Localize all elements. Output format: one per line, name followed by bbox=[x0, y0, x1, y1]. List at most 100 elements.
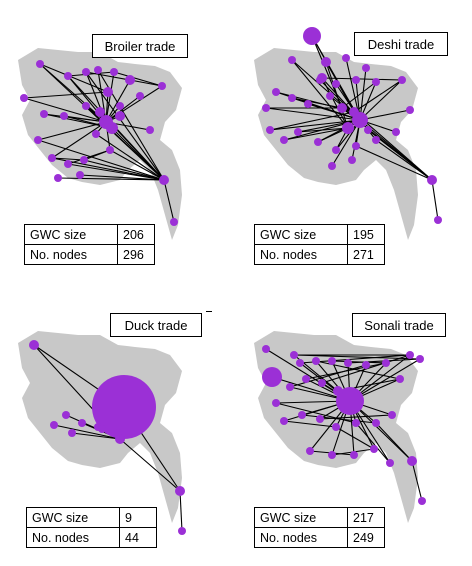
trade-edge bbox=[331, 119, 361, 167]
panel-title: Broiler trade bbox=[92, 34, 188, 58]
market-node bbox=[48, 154, 56, 162]
market-node bbox=[288, 94, 296, 102]
trade-edge bbox=[105, 79, 131, 123]
trade-edge bbox=[39, 63, 109, 93]
market-node bbox=[302, 375, 310, 383]
market-node bbox=[116, 102, 124, 110]
market-node bbox=[262, 104, 270, 112]
market-node bbox=[175, 486, 185, 496]
trade-edge bbox=[325, 61, 349, 129]
trade-edge bbox=[129, 79, 163, 87]
market-node bbox=[262, 367, 282, 387]
trade-edge bbox=[269, 111, 355, 131]
trade-edge bbox=[53, 424, 121, 440]
stat-value: 195 bbox=[347, 224, 385, 245]
market-node bbox=[337, 103, 347, 113]
trade-edge bbox=[119, 438, 181, 492]
stats-table: GWC size 9 No. nodes 44 bbox=[26, 507, 157, 548]
stat-label: No. nodes bbox=[26, 527, 120, 548]
trade-edge bbox=[23, 91, 109, 99]
table-row: GWC size 195 bbox=[254, 224, 385, 245]
stat-value: 217 bbox=[347, 507, 385, 528]
trade-edge bbox=[105, 71, 115, 123]
market-node bbox=[64, 160, 72, 168]
market-node bbox=[372, 78, 380, 86]
market-node bbox=[306, 447, 314, 455]
market-node bbox=[40, 110, 48, 118]
trade-edge bbox=[95, 133, 165, 181]
market-node bbox=[290, 351, 298, 359]
trade-edge bbox=[411, 460, 423, 502]
market-node bbox=[316, 76, 324, 84]
market-node bbox=[312, 357, 320, 365]
table-row: No. nodes 249 bbox=[254, 527, 385, 548]
trade-edge bbox=[291, 97, 343, 109]
stat-value: 206 bbox=[117, 224, 155, 245]
nodes-deshi bbox=[262, 27, 442, 224]
market-node bbox=[68, 429, 76, 437]
market-node bbox=[82, 68, 90, 76]
market-node bbox=[362, 64, 370, 72]
market-node bbox=[92, 130, 100, 138]
trade-edge bbox=[71, 432, 121, 440]
bangladesh-map-deshi bbox=[254, 48, 418, 240]
trade-edge bbox=[51, 121, 107, 159]
nodes-broiler bbox=[20, 60, 178, 226]
panel-title: Duck trade bbox=[110, 313, 202, 337]
market-node bbox=[125, 75, 135, 85]
market-node bbox=[115, 111, 125, 121]
market-node bbox=[326, 92, 334, 100]
market-node bbox=[288, 56, 296, 64]
market-node bbox=[29, 340, 39, 350]
table-row: GWC size 206 bbox=[24, 224, 155, 245]
map-duck bbox=[18, 331, 186, 535]
market-node bbox=[106, 146, 114, 154]
market-node bbox=[80, 156, 88, 164]
market-node bbox=[136, 92, 144, 100]
market-node bbox=[370, 445, 378, 453]
trade-edge bbox=[163, 179, 175, 223]
trade-edge bbox=[79, 174, 165, 181]
market-node bbox=[60, 112, 68, 120]
trade-edge bbox=[291, 59, 361, 121]
table-row: GWC size 9 bbox=[26, 507, 157, 528]
market-node bbox=[418, 497, 426, 505]
market-node bbox=[158, 82, 166, 90]
market-node bbox=[328, 162, 336, 170]
market-node bbox=[78, 419, 86, 427]
market-node bbox=[328, 451, 336, 459]
trade-edge bbox=[67, 163, 165, 181]
market-node bbox=[396, 375, 404, 383]
trade-edge bbox=[355, 145, 433, 181]
market-node bbox=[352, 419, 360, 427]
map-sonali bbox=[254, 331, 426, 523]
trade-edge bbox=[67, 149, 111, 165]
map-deshi bbox=[254, 27, 442, 240]
market-node bbox=[94, 66, 102, 74]
table-row: No. nodes 271 bbox=[254, 244, 385, 265]
market-node bbox=[36, 60, 44, 68]
market-node bbox=[304, 100, 312, 108]
table-row: GWC size 217 bbox=[254, 507, 385, 528]
trade-edge bbox=[289, 364, 367, 388]
panel-title: Sonali trade bbox=[352, 313, 446, 337]
stat-value: 44 bbox=[119, 527, 157, 548]
trade-edge bbox=[311, 35, 355, 113]
trade-edge bbox=[359, 109, 411, 121]
market-node bbox=[159, 175, 169, 185]
market-node bbox=[272, 88, 280, 96]
market-node bbox=[336, 387, 364, 415]
trade-edge bbox=[375, 139, 433, 181]
market-node bbox=[318, 379, 326, 387]
trade-edge bbox=[109, 149, 165, 181]
trade-edge bbox=[319, 414, 393, 420]
market-node bbox=[332, 146, 340, 154]
trade-edge bbox=[301, 414, 377, 424]
market-node bbox=[372, 419, 380, 427]
market-node bbox=[114, 429, 122, 437]
market-node bbox=[95, 107, 105, 117]
trade-edge bbox=[85, 71, 131, 81]
panel-broiler: Broiler trade GWC size 206 No. nodes 296 bbox=[0, 0, 236, 283]
trade-edge bbox=[355, 422, 391, 464]
stat-label: GWC size bbox=[24, 224, 118, 245]
